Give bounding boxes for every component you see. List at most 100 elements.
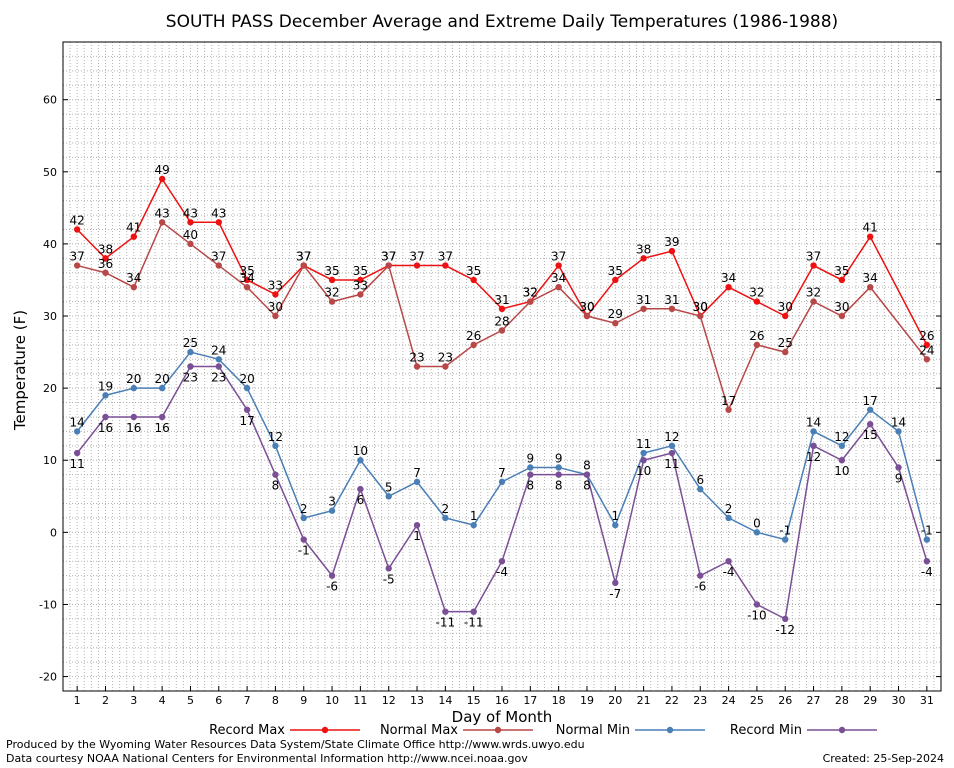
data-label: 34 [721, 271, 736, 285]
data-label: 14 [891, 415, 906, 429]
data-label: 25 [183, 336, 198, 350]
data-point [413, 262, 421, 269]
data-point [300, 514, 307, 522]
data-label: 2 [300, 502, 308, 516]
data-point [612, 320, 619, 327]
data-point [668, 247, 676, 255]
x-axis-label: Day of Month [452, 708, 553, 726]
data-label: 31 [664, 293, 679, 307]
x-tick-label: 11 [353, 694, 367, 707]
data-point [357, 485, 364, 493]
data-label: -1 [921, 524, 933, 538]
data-point [385, 565, 392, 572]
data-label: -11 [464, 616, 484, 630]
data-label: 26 [749, 329, 764, 343]
data-point [923, 356, 931, 363]
data-label: 30 [579, 300, 594, 314]
data-point [187, 219, 194, 226]
data-point [272, 471, 279, 478]
x-tick-label: 16 [495, 694, 509, 707]
data-label: 31 [636, 293, 651, 307]
data-label: 33 [268, 278, 283, 292]
data-label: 32 [523, 286, 538, 300]
data-label: 38 [98, 242, 113, 256]
data-point [73, 428, 81, 435]
data-point [810, 298, 817, 305]
data-point [272, 442, 279, 450]
data-point [130, 413, 138, 421]
data-label: -11 [436, 616, 456, 630]
data-label: 7 [498, 466, 506, 480]
data-point [357, 276, 364, 284]
data-point [498, 478, 506, 486]
data-point [357, 457, 364, 464]
data-label: 17 [863, 394, 878, 408]
data-point [782, 615, 789, 623]
data-label: 32 [523, 286, 538, 300]
x-tick-label: 22 [665, 694, 679, 707]
data-label: 14 [70, 415, 85, 429]
data-label: 24 [211, 343, 226, 357]
data-point [102, 413, 109, 421]
x-tick-label: 6 [215, 694, 222, 707]
data-label: 32 [806, 286, 821, 300]
data-point [583, 312, 591, 320]
data-point [527, 464, 534, 471]
data-point [810, 442, 817, 450]
data-label: 20 [126, 372, 141, 386]
data-label: 37 [551, 250, 566, 264]
data-label: 23 [409, 351, 424, 365]
data-label: 6 [696, 473, 704, 487]
data-label: 34 [126, 271, 141, 285]
data-point [866, 283, 874, 291]
data-label: 3 [328, 495, 336, 509]
created-date: Created: 25-Sep-2024 [822, 752, 944, 765]
data-point [272, 312, 279, 320]
data-point [413, 363, 421, 370]
data-label: 1 [413, 529, 421, 543]
data-label: -12 [775, 623, 795, 637]
data-label: 2 [442, 502, 450, 516]
data-point [838, 442, 846, 450]
data-label: 6 [357, 493, 365, 507]
x-tick-label: 20 [608, 694, 622, 707]
data-label: 35 [466, 264, 481, 278]
data-label: 34 [239, 271, 254, 285]
data-point [73, 262, 81, 269]
data-point [73, 449, 81, 457]
data-label: -1 [779, 524, 791, 538]
x-tick-label: 25 [750, 694, 764, 707]
x-tick-label: 9 [300, 694, 307, 707]
legend-label: Normal Max [380, 723, 458, 738]
x-tick-label: 24 [722, 694, 736, 707]
data-point [725, 406, 732, 413]
x-tick-label: 14 [438, 694, 452, 707]
data-label: 10 [636, 464, 651, 478]
data-point [158, 384, 166, 392]
data-point [612, 579, 619, 587]
series-normal-max: 37 36 34 43 40 37 34 30 37 32 33 37 23 23 26 28 32 34 30 29… [70, 206, 934, 413]
data-point [328, 298, 336, 305]
data-label: 7 [413, 466, 421, 480]
data-point [243, 384, 251, 392]
data-label: 1 [611, 509, 619, 523]
data-point [385, 493, 392, 500]
data-label: 35 [608, 264, 623, 278]
data-point [328, 276, 336, 284]
x-tick-label: 17 [523, 694, 537, 707]
legend-marker [838, 726, 846, 734]
data-point [923, 558, 931, 565]
data-point [640, 305, 647, 313]
data-label: 37 [409, 250, 424, 264]
data-label: 16 [154, 421, 169, 435]
data-point [753, 341, 761, 349]
data-label: 34 [863, 271, 878, 285]
data-point [923, 341, 931, 349]
data-label: 37 [211, 250, 226, 264]
data-point [555, 262, 562, 269]
x-tick-label: 18 [552, 694, 566, 707]
data-label: 12 [806, 450, 821, 464]
data-label: -1 [298, 544, 310, 558]
